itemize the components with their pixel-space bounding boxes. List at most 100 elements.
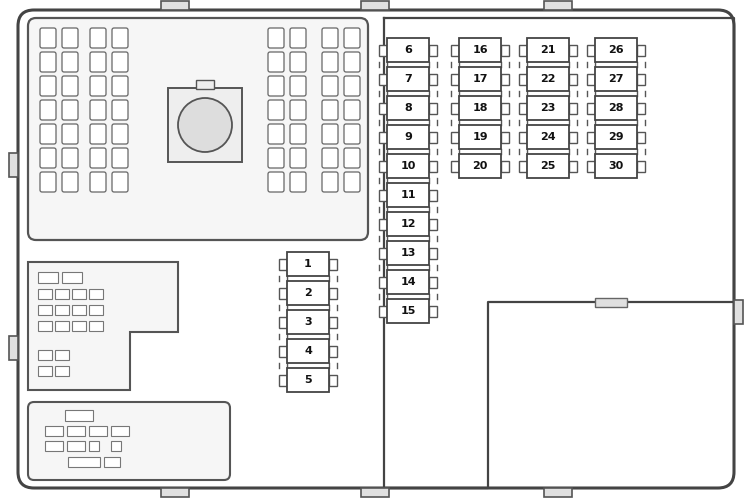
Bar — [9, 153, 18, 177]
Bar — [519, 160, 527, 172]
Bar — [595, 154, 637, 178]
FancyBboxPatch shape — [112, 148, 128, 168]
Bar — [89, 289, 103, 299]
Bar — [519, 44, 527, 56]
Bar — [89, 441, 99, 451]
FancyBboxPatch shape — [344, 172, 360, 192]
FancyBboxPatch shape — [344, 148, 360, 168]
Bar — [111, 426, 129, 436]
Text: 3: 3 — [304, 317, 312, 327]
Bar — [595, 67, 637, 91]
FancyBboxPatch shape — [268, 28, 284, 48]
Bar — [519, 102, 527, 114]
FancyBboxPatch shape — [290, 148, 306, 168]
FancyBboxPatch shape — [290, 52, 306, 72]
Bar — [459, 96, 501, 120]
FancyBboxPatch shape — [18, 10, 734, 488]
Text: 8: 8 — [404, 103, 412, 113]
Bar — [387, 299, 429, 323]
Bar — [379, 44, 387, 56]
Bar — [67, 441, 85, 451]
Text: 16: 16 — [472, 45, 488, 55]
Bar — [569, 132, 577, 142]
Text: 19: 19 — [472, 132, 488, 142]
FancyBboxPatch shape — [90, 52, 106, 72]
Text: 29: 29 — [608, 132, 624, 142]
Bar — [429, 306, 437, 316]
Bar — [329, 288, 337, 298]
Bar — [429, 248, 437, 258]
Bar — [38, 289, 52, 299]
Bar — [459, 67, 501, 91]
Bar — [569, 74, 577, 85]
Bar — [361, 488, 389, 497]
Bar — [451, 102, 459, 114]
Text: 25: 25 — [540, 161, 556, 171]
Bar — [595, 298, 627, 307]
Bar — [527, 67, 569, 91]
Bar — [459, 154, 501, 178]
Bar — [459, 38, 501, 62]
FancyBboxPatch shape — [62, 28, 78, 48]
Bar — [287, 339, 329, 363]
Bar — [68, 457, 100, 467]
Bar — [72, 321, 86, 331]
Bar — [379, 102, 387, 114]
Bar — [38, 305, 52, 315]
FancyBboxPatch shape — [62, 124, 78, 144]
Bar — [89, 305, 103, 315]
FancyBboxPatch shape — [322, 124, 338, 144]
FancyBboxPatch shape — [112, 52, 128, 72]
Text: 17: 17 — [472, 74, 488, 84]
Bar — [387, 67, 429, 91]
Bar — [734, 300, 743, 324]
FancyBboxPatch shape — [322, 76, 338, 96]
FancyBboxPatch shape — [112, 172, 128, 192]
Bar — [45, 441, 63, 451]
Bar — [279, 374, 287, 386]
Bar — [379, 218, 387, 230]
Bar — [279, 258, 287, 270]
Bar — [379, 190, 387, 200]
Text: 20: 20 — [472, 161, 488, 171]
Circle shape — [197, 117, 213, 133]
Bar — [569, 160, 577, 172]
FancyBboxPatch shape — [268, 76, 284, 96]
Bar — [451, 74, 459, 85]
Bar — [501, 44, 509, 56]
Bar — [429, 218, 437, 230]
Bar — [429, 74, 437, 85]
FancyBboxPatch shape — [290, 100, 306, 120]
FancyBboxPatch shape — [62, 148, 78, 168]
Text: 9: 9 — [404, 132, 412, 142]
Bar — [38, 366, 52, 376]
Bar — [55, 305, 69, 315]
Text: 6: 6 — [404, 45, 412, 55]
FancyBboxPatch shape — [344, 100, 360, 120]
Bar — [637, 74, 645, 85]
FancyBboxPatch shape — [90, 172, 106, 192]
Bar — [168, 88, 242, 162]
Bar — [527, 125, 569, 149]
Bar — [287, 368, 329, 392]
Bar — [379, 160, 387, 172]
FancyBboxPatch shape — [40, 124, 56, 144]
FancyBboxPatch shape — [344, 28, 360, 48]
FancyBboxPatch shape — [322, 52, 338, 72]
FancyBboxPatch shape — [268, 124, 284, 144]
Bar — [637, 102, 645, 114]
FancyBboxPatch shape — [290, 76, 306, 96]
Bar — [38, 272, 58, 283]
Bar — [89, 426, 107, 436]
Bar — [569, 102, 577, 114]
Bar — [387, 270, 429, 294]
Bar — [587, 102, 595, 114]
FancyBboxPatch shape — [344, 76, 360, 96]
Bar — [595, 125, 637, 149]
Bar — [287, 310, 329, 334]
Bar — [161, 1, 189, 10]
Circle shape — [187, 107, 223, 143]
Bar — [519, 132, 527, 142]
Text: 11: 11 — [400, 190, 416, 200]
Polygon shape — [28, 262, 178, 390]
